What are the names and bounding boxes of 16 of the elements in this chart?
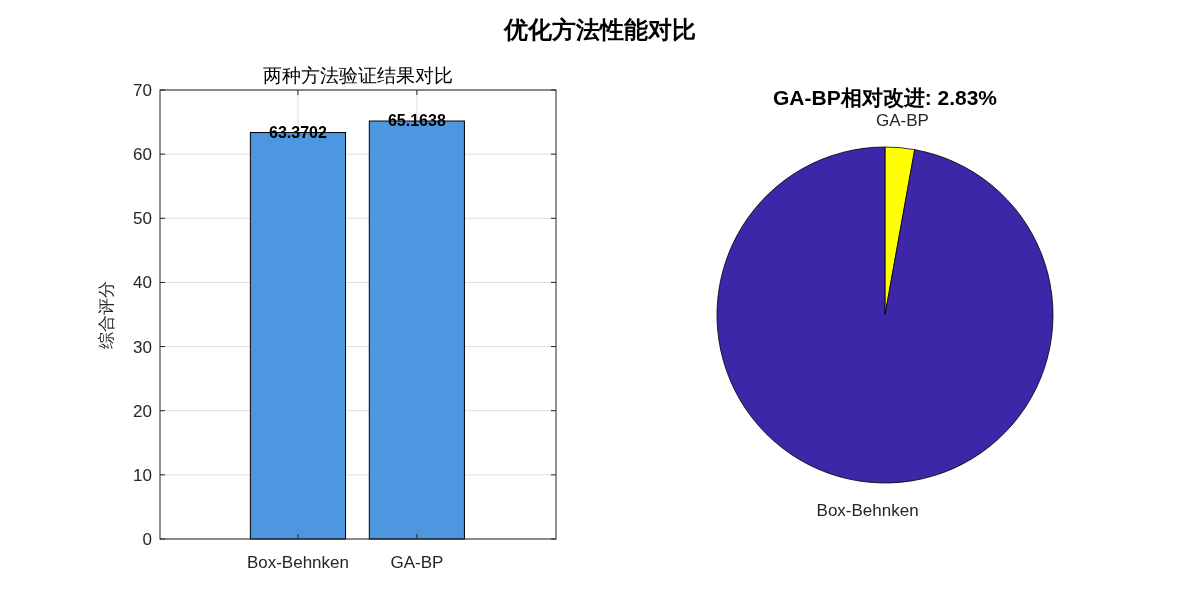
y-tick-label: 40 xyxy=(133,273,152,293)
y-tick-label: 20 xyxy=(133,401,152,421)
y-tick-label: 50 xyxy=(133,209,152,229)
y-tick-label: 10 xyxy=(133,465,152,485)
pie-slice xyxy=(716,146,1054,484)
chart-subtitle: 两种方法验证结果对比 xyxy=(263,65,453,86)
y-tick-label: 0 xyxy=(142,530,152,549)
y-axis-title: 综合评分 xyxy=(97,280,116,349)
chart-title: 优化方法性能对比 xyxy=(503,16,696,43)
chart-title: GA-BP相对改进: 2.83% xyxy=(772,86,998,109)
y-tick-label: 60 xyxy=(133,145,152,165)
slice-label: Box-Behnken xyxy=(816,501,919,521)
data-label: 63.3702 xyxy=(269,123,327,141)
y-tick-label: 70 xyxy=(133,81,152,100)
y-tick-label: 30 xyxy=(133,337,152,357)
slice-label: GA-BP xyxy=(875,110,929,130)
